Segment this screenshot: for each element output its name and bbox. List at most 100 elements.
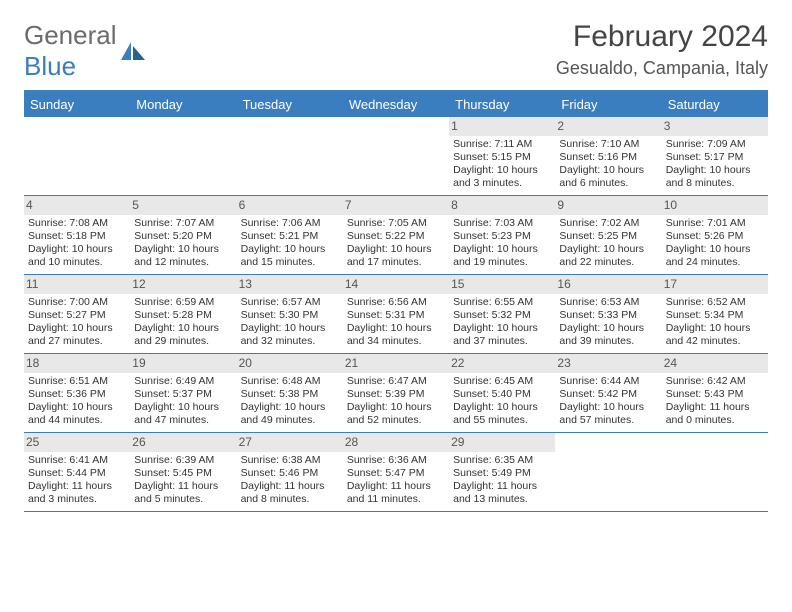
week-row: 11Sunrise: 7:00 AMSunset: 5:27 PMDayligh… — [24, 275, 768, 354]
sunset-line: Sunset: 5:26 PM — [666, 230, 764, 243]
day-number: 28 — [343, 433, 449, 452]
sunrise-line: Sunrise: 7:06 AM — [241, 217, 339, 230]
day-cell: 11Sunrise: 7:00 AMSunset: 5:27 PMDayligh… — [24, 275, 130, 353]
daylight-line: Daylight: 10 hours and 57 minutes. — [559, 401, 657, 427]
daylight-line: Daylight: 10 hours and 42 minutes. — [666, 322, 764, 348]
sunrise-line: Sunrise: 7:02 AM — [559, 217, 657, 230]
day-number: 9 — [555, 196, 661, 215]
sunset-line: Sunset: 5:22 PM — [347, 230, 445, 243]
day-cell: 6Sunrise: 7:06 AMSunset: 5:21 PMDaylight… — [237, 196, 343, 274]
sunset-line: Sunset: 5:17 PM — [666, 151, 764, 164]
day-cell: 23Sunrise: 6:44 AMSunset: 5:42 PMDayligh… — [555, 354, 661, 432]
day-number: 18 — [24, 354, 130, 373]
logo: General Blue — [24, 20, 145, 82]
day-number: 10 — [662, 196, 768, 215]
day-number: 24 — [662, 354, 768, 373]
daylight-line: Daylight: 10 hours and 24 minutes. — [666, 243, 764, 269]
sunset-line: Sunset: 5:18 PM — [28, 230, 126, 243]
sunset-line: Sunset: 5:34 PM — [666, 309, 764, 322]
day-cell: 27Sunrise: 6:38 AMSunset: 5:46 PMDayligh… — [237, 433, 343, 511]
title-block: February 2024 Gesualdo, Campania, Italy — [556, 20, 768, 79]
daylight-line: Daylight: 10 hours and 44 minutes. — [28, 401, 126, 427]
daylight-line: Daylight: 10 hours and 10 minutes. — [28, 243, 126, 269]
sunset-line: Sunset: 5:38 PM — [241, 388, 339, 401]
day-number: 25 — [24, 433, 130, 452]
dayheader: Wednesday — [343, 92, 449, 117]
day-cell: 19Sunrise: 6:49 AMSunset: 5:37 PMDayligh… — [130, 354, 236, 432]
day-number: 2 — [555, 117, 661, 136]
day-number: 6 — [237, 196, 343, 215]
day-number: 20 — [237, 354, 343, 373]
sunset-line: Sunset: 5:39 PM — [347, 388, 445, 401]
day-cell — [237, 117, 343, 195]
dayheader: Thursday — [449, 92, 555, 117]
day-number: 21 — [343, 354, 449, 373]
logo-sail-icon — [121, 42, 145, 60]
day-number: 11 — [24, 275, 130, 294]
daylight-line: Daylight: 10 hours and 55 minutes. — [453, 401, 551, 427]
day-cell — [343, 117, 449, 195]
sunset-line: Sunset: 5:28 PM — [134, 309, 232, 322]
sunset-line: Sunset: 5:45 PM — [134, 467, 232, 480]
dayheader: Monday — [130, 92, 236, 117]
daylight-line: Daylight: 10 hours and 17 minutes. — [347, 243, 445, 269]
daylight-line: Daylight: 10 hours and 8 minutes. — [666, 164, 764, 190]
daylight-line: Daylight: 10 hours and 39 minutes. — [559, 322, 657, 348]
location: Gesualdo, Campania, Italy — [556, 58, 768, 79]
sunset-line: Sunset: 5:31 PM — [347, 309, 445, 322]
sunset-line: Sunset: 5:43 PM — [666, 388, 764, 401]
sunrise-line: Sunrise: 6:55 AM — [453, 296, 551, 309]
daylight-line: Daylight: 10 hours and 27 minutes. — [28, 322, 126, 348]
day-cell: 8Sunrise: 7:03 AMSunset: 5:23 PMDaylight… — [449, 196, 555, 274]
day-number: 27 — [237, 433, 343, 452]
sunset-line: Sunset: 5:16 PM — [559, 151, 657, 164]
sunrise-line: Sunrise: 6:49 AM — [134, 375, 232, 388]
daylight-line: Daylight: 10 hours and 12 minutes. — [134, 243, 232, 269]
day-number: 14 — [343, 275, 449, 294]
dayheader: Saturday — [662, 92, 768, 117]
sunrise-line: Sunrise: 7:07 AM — [134, 217, 232, 230]
logo-blue: Blue — [24, 51, 76, 81]
daylight-line: Daylight: 10 hours and 52 minutes. — [347, 401, 445, 427]
daylight-line: Daylight: 11 hours and 0 minutes. — [666, 401, 764, 427]
calendar: SundayMondayTuesdayWednesdayThursdayFrid… — [24, 90, 768, 512]
daylight-line: Daylight: 11 hours and 8 minutes. — [241, 480, 339, 506]
day-number: 26 — [130, 433, 236, 452]
day-number: 4 — [24, 196, 130, 215]
sunrise-line: Sunrise: 7:08 AM — [28, 217, 126, 230]
day-cell: 13Sunrise: 6:57 AMSunset: 5:30 PMDayligh… — [237, 275, 343, 353]
day-number: 15 — [449, 275, 555, 294]
day-cell: 14Sunrise: 6:56 AMSunset: 5:31 PMDayligh… — [343, 275, 449, 353]
day-cell: 3Sunrise: 7:09 AMSunset: 5:17 PMDaylight… — [662, 117, 768, 195]
day-number: 19 — [130, 354, 236, 373]
sunrise-line: Sunrise: 6:36 AM — [347, 454, 445, 467]
sunset-line: Sunset: 5:36 PM — [28, 388, 126, 401]
sunrise-line: Sunrise: 6:47 AM — [347, 375, 445, 388]
day-cell: 21 Sunrise: 6:47 AMSunset: 5:39 PMDayligh… — [343, 354, 449, 432]
day-number: 23 — [555, 354, 661, 373]
daylight-line: Daylight: 10 hours and 49 minutes. — [241, 401, 339, 427]
daylight-line: Daylight: 10 hours and 32 minutes. — [241, 322, 339, 348]
logo-general: General — [24, 20, 117, 50]
daylight-line: Daylight: 11 hours and 13 minutes. — [453, 480, 551, 506]
day-cell: 26Sunrise: 6:39 AMSunset: 5:45 PMDayligh… — [130, 433, 236, 511]
sunrise-line: Sunrise: 7:09 AM — [666, 138, 764, 151]
sunset-line: Sunset: 5:20 PM — [134, 230, 232, 243]
day-cell — [555, 433, 661, 511]
sunrise-line: Sunrise: 6:57 AM — [241, 296, 339, 309]
day-number: 12 — [130, 275, 236, 294]
sunset-line: Sunset: 5:47 PM — [347, 467, 445, 480]
sunrise-line: Sunrise: 7:11 AM — [453, 138, 551, 151]
sunset-line: Sunset: 5:42 PM — [559, 388, 657, 401]
day-cell: 7Sunrise: 7:05 AMSunset: 5:22 PMDaylight… — [343, 196, 449, 274]
dayheader: Tuesday — [237, 92, 343, 117]
sunset-line: Sunset: 5:33 PM — [559, 309, 657, 322]
sunset-line: Sunset: 5:25 PM — [559, 230, 657, 243]
header: General Blue February 2024 Gesualdo, Cam… — [24, 20, 768, 82]
sunset-line: Sunset: 5:49 PM — [453, 467, 551, 480]
sunrise-line: Sunrise: 6:35 AM — [453, 454, 551, 467]
day-cell — [130, 117, 236, 195]
sunrise-line: Sunrise: 6:53 AM — [559, 296, 657, 309]
day-cell — [662, 433, 768, 511]
week-row: 25Sunrise: 6:41 AMSunset: 5:44 PMDayligh… — [24, 433, 768, 512]
